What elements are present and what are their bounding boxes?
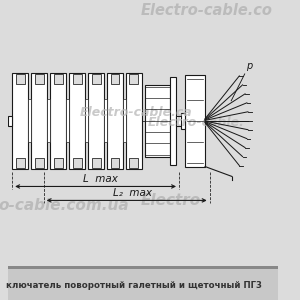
Bar xyxy=(73,74,82,84)
Text: L₂  max: L₂ max xyxy=(113,188,152,198)
Bar xyxy=(85,99,88,142)
Bar xyxy=(54,74,63,84)
Bar xyxy=(129,158,138,167)
Bar xyxy=(66,99,69,142)
Bar xyxy=(170,77,176,165)
Bar xyxy=(92,158,100,167)
Bar xyxy=(145,85,170,157)
Bar xyxy=(107,73,123,169)
Bar xyxy=(16,158,25,167)
Bar xyxy=(35,158,44,167)
Bar xyxy=(126,73,142,169)
Bar xyxy=(129,74,138,84)
Bar xyxy=(110,74,119,84)
Bar xyxy=(176,116,185,126)
Text: Electro-: Electro- xyxy=(141,194,208,208)
Bar xyxy=(110,158,119,167)
Text: ключатель поворотный галетный и щеточный ПГ3: ключатель поворотный галетный и щеточный… xyxy=(6,281,262,290)
Bar xyxy=(123,99,126,142)
Bar xyxy=(35,74,44,84)
Bar xyxy=(104,99,107,142)
Bar xyxy=(92,74,100,84)
Bar xyxy=(8,266,278,268)
Bar xyxy=(73,158,82,167)
Bar xyxy=(88,73,104,169)
Bar xyxy=(185,75,205,166)
Text: o-cable.com.ua: o-cable.com.ua xyxy=(0,198,129,213)
Bar xyxy=(28,99,31,142)
Bar xyxy=(54,158,63,167)
Bar xyxy=(16,74,25,84)
Bar xyxy=(181,113,185,129)
Text: Electro-cable.co: Electro-cable.co xyxy=(141,3,273,18)
Text: Electro-cable.ca: Electro-cable.ca xyxy=(80,106,193,119)
Bar xyxy=(12,73,28,169)
Bar xyxy=(69,73,85,169)
Bar xyxy=(8,268,278,300)
Bar xyxy=(31,73,47,169)
Bar xyxy=(8,116,12,126)
Bar xyxy=(50,73,66,169)
Text: L  max: L max xyxy=(83,175,118,184)
Text: Electro-cable.: Electro-cable. xyxy=(147,116,244,129)
Text: p: p xyxy=(247,61,253,71)
Bar xyxy=(47,99,50,142)
